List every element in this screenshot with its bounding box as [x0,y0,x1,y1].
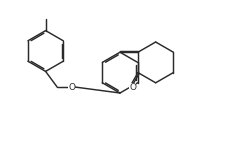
Text: O: O [68,82,75,92]
Text: O: O [129,83,136,92]
